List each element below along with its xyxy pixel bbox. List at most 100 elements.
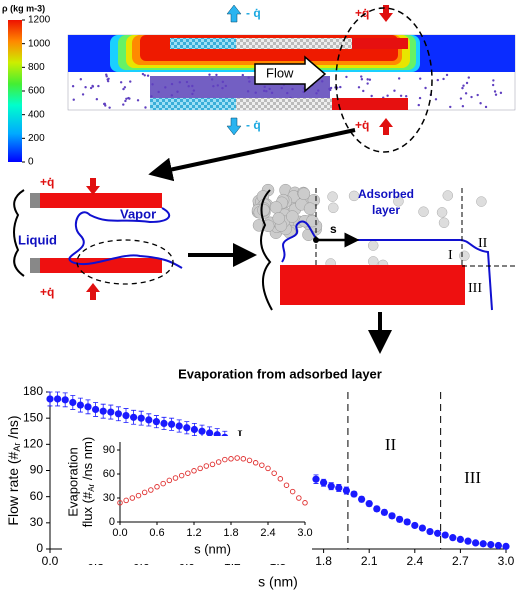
particle <box>143 74 146 77</box>
particle <box>360 78 364 81</box>
particle <box>366 82 369 85</box>
particle <box>144 106 147 109</box>
x-tick-label: 3.0 <box>498 554 515 568</box>
particle <box>368 78 372 81</box>
atom <box>459 250 470 262</box>
point <box>92 405 100 414</box>
atom <box>269 201 283 214</box>
particle <box>248 80 251 83</box>
y-tick-label: 0 <box>36 541 43 555</box>
point <box>312 475 320 483</box>
point <box>152 418 160 426</box>
particle <box>246 90 250 93</box>
particle <box>210 78 214 81</box>
particle <box>216 84 219 87</box>
atom <box>261 219 275 233</box>
atom <box>367 240 379 251</box>
particle <box>417 103 420 107</box>
point <box>373 505 381 513</box>
inset-point <box>228 456 234 462</box>
point <box>464 537 472 545</box>
point <box>76 401 84 409</box>
point <box>494 541 502 550</box>
particle <box>81 93 85 96</box>
point <box>449 534 457 542</box>
point <box>107 408 115 416</box>
inset-point <box>302 500 308 506</box>
inset-point <box>172 475 179 481</box>
particle <box>404 94 408 98</box>
point <box>84 403 92 411</box>
x-tick-label: 1.8 <box>315 554 332 568</box>
particle <box>362 89 365 93</box>
particle <box>315 92 318 95</box>
x-tick-label: 2.4 <box>406 554 423 568</box>
particle <box>291 87 294 91</box>
adsorbed-label: Adsorbed <box>358 187 414 201</box>
particle <box>265 90 268 93</box>
particle <box>491 83 495 87</box>
colorbar-tick-label: 600 <box>28 86 45 97</box>
colorbar-tick-label: 1000 <box>28 38 51 49</box>
particle <box>476 93 479 97</box>
particle <box>280 86 283 90</box>
atom <box>418 206 429 217</box>
inset-point <box>289 488 296 495</box>
x-axis-label: s (nm) <box>258 574 298 590</box>
particle <box>393 89 396 92</box>
particle <box>106 79 110 83</box>
point <box>99 407 107 415</box>
pore-diagram <box>13 178 257 300</box>
arrow <box>379 5 393 22</box>
particle <box>418 96 422 100</box>
particle <box>72 98 75 101</box>
inset-point <box>178 472 185 479</box>
flow-label: Flow <box>266 65 294 80</box>
particle <box>215 73 218 77</box>
inset-x-label: s (nm) <box>194 541 231 556</box>
atom <box>442 190 454 201</box>
point <box>365 500 373 508</box>
point <box>411 521 419 530</box>
particle <box>357 86 361 89</box>
particle <box>462 84 465 87</box>
s-label: s <box>330 222 337 236</box>
particle <box>467 76 470 79</box>
inset-y-tick-label: 90 <box>103 444 115 456</box>
y-tick-label: 30 <box>30 515 44 529</box>
atom <box>272 212 285 225</box>
particle <box>493 90 497 93</box>
point <box>46 395 54 403</box>
particle <box>241 73 244 77</box>
inset-point <box>148 487 154 493</box>
atom <box>438 217 450 228</box>
particle <box>470 95 473 99</box>
point <box>479 540 487 548</box>
particle <box>484 105 488 109</box>
adsorbed-label: layer <box>372 203 400 217</box>
particle <box>419 77 422 80</box>
region-label: I <box>237 426 243 445</box>
zone-label: III <box>468 281 482 296</box>
liquid-label: Liquid <box>18 232 57 247</box>
y-axis-label-part: Ar <box>12 443 22 452</box>
atom <box>476 196 487 207</box>
particle <box>84 86 87 89</box>
particle <box>424 86 427 90</box>
heat-label: - q̇ <box>246 6 261 20</box>
region-label: II <box>385 435 397 454</box>
particle <box>91 84 94 88</box>
point <box>358 495 366 503</box>
inset-point <box>117 500 123 506</box>
zone-label: I <box>448 248 453 263</box>
adsorbed-diagram <box>251 183 515 354</box>
particle <box>397 77 401 80</box>
particle <box>97 84 100 88</box>
colorbar-ticks: 0 200 400 600 800 1000 1200 <box>22 15 51 168</box>
particle <box>224 84 228 88</box>
particle <box>321 80 324 83</box>
point <box>145 416 153 424</box>
particle <box>221 86 224 90</box>
particle <box>124 99 127 103</box>
point <box>335 484 343 492</box>
